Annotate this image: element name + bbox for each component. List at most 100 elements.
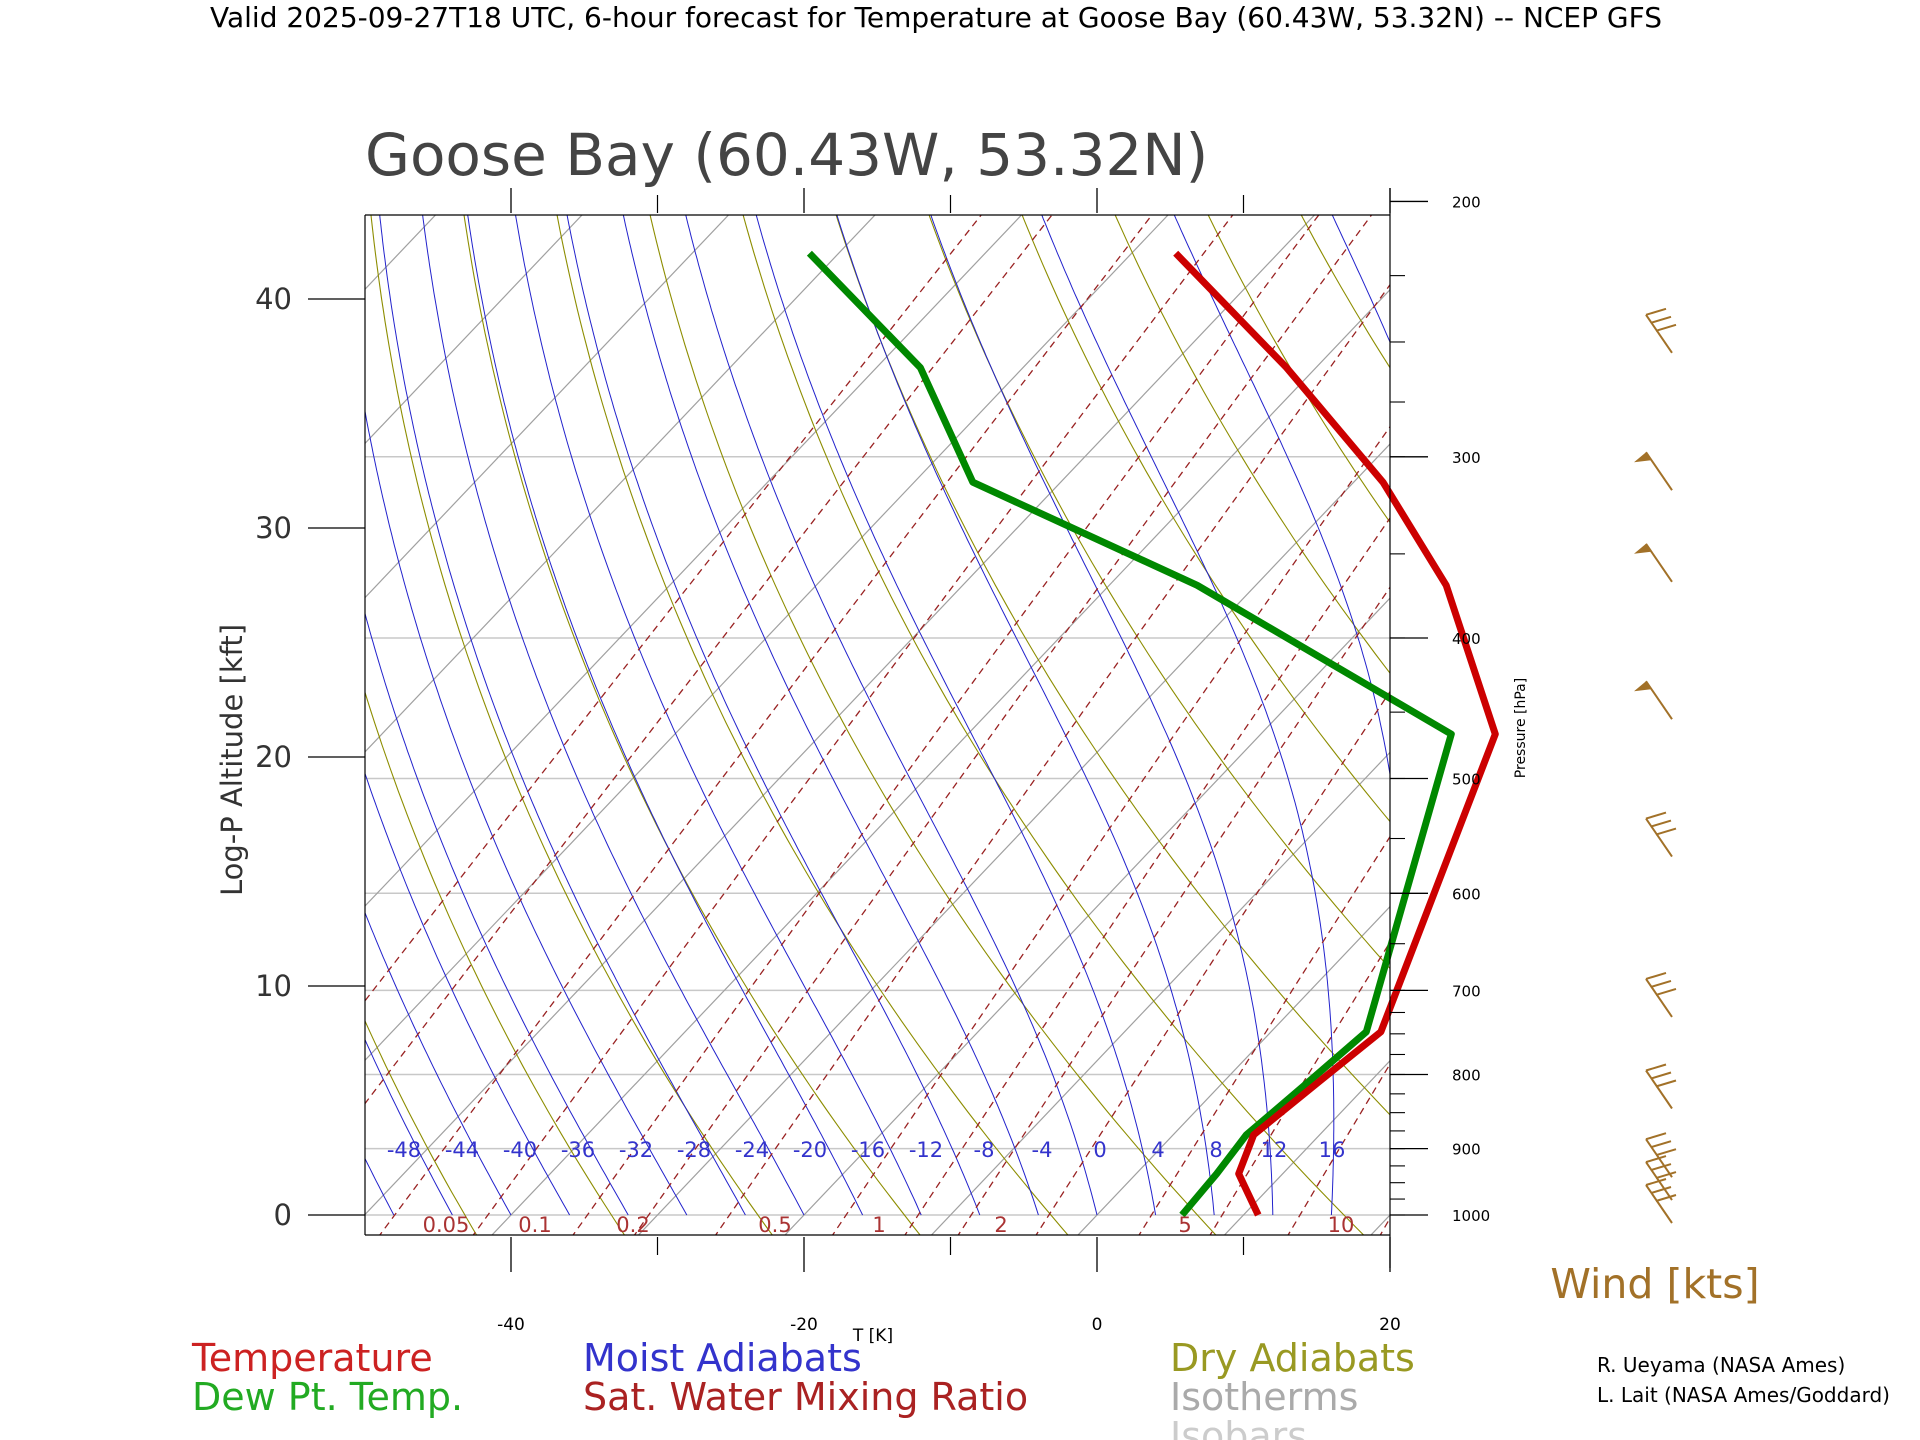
wind-barb	[1645, 1155, 1677, 1201]
x-tick-label: 20	[1379, 1315, 1401, 1335]
moist-adiabat	[422, 215, 805, 1216]
dry-adiabat	[0, 207, 182, 1238]
wind-barb-flag	[1650, 1071, 1672, 1080]
x-tick-label: -40	[497, 1315, 525, 1335]
moist-adiabat	[1683, 207, 1920, 1215]
dewpoint-profile	[806, 250, 1455, 1218]
wind-barb-staff	[1645, 1069, 1673, 1110]
moist-adiabat	[1566, 207, 1713, 1215]
wind-barb-flag	[1650, 315, 1672, 324]
moist-adiabat	[930, 215, 1274, 1216]
isotherm-label: -12	[909, 1138, 943, 1162]
mixing-ratio-label: 10	[1328, 1213, 1355, 1237]
y-tick-label: 0	[274, 1198, 292, 1232]
wind-barb	[1634, 543, 1673, 583]
dry-adiabat	[0, 207, 34, 1238]
mixing-ratio-label: 0.05	[423, 1213, 470, 1237]
isotherm-line	[0, 162, 193, 1261]
dry-adiabat	[370, 215, 773, 1235]
isotherm-label: -48	[387, 1138, 421, 1162]
wind-barb-staff	[1645, 1161, 1673, 1201]
isotherm-line	[1639, 162, 1920, 1261]
x-tick-label: -20	[790, 1315, 818, 1335]
legend-isobars: Isobars	[1170, 1414, 1307, 1440]
wind-barb-flag	[1645, 811, 1667, 820]
isotherm-label: 0	[1093, 1138, 1106, 1162]
wind-barb	[1645, 1063, 1677, 1110]
x-tick-label: 0	[1092, 1315, 1103, 1335]
dry-adiabat	[1668, 207, 1920, 1238]
mixing-ratio-line	[1616, 207, 1920, 1238]
profile-lines	[806, 250, 1499, 1218]
wind-barb-flag	[1650, 819, 1672, 828]
moist-adiabat	[755, 215, 1157, 1216]
isotherm-line	[491, 288, 1390, 1235]
isotherm-label: -44	[445, 1138, 479, 1162]
wind-barb-flag	[1645, 1132, 1667, 1141]
wind-barb-flag	[1655, 323, 1677, 332]
isotherm-line	[1493, 162, 1920, 1261]
wind-barb-flag	[1645, 1063, 1667, 1072]
dry-adiabat	[1761, 207, 1920, 1238]
moist-adiabat	[365, 1157, 395, 1216]
isotherm-label: -28	[677, 1138, 711, 1162]
mixing-ratio-line	[633, 215, 1373, 1235]
moist-adiabat	[1624, 207, 1860, 1215]
wind-barb-staff	[1645, 314, 1673, 354]
isotherm-line	[1370, 1214, 1390, 1235]
moist-adiabat	[836, 215, 1215, 1216]
credit-lait: L. Lait (NASA Ames/Goddard)	[1597, 1383, 1890, 1407]
legend: Temperature Dew Pt. Temp. Moist Adiabats…	[191, 1336, 1415, 1440]
wind-barb-flag	[1645, 1178, 1667, 1186]
wind-barb-staff	[1645, 1138, 1673, 1178]
pressure-tick-label: 800	[1452, 1066, 1481, 1084]
isotherm-line	[365, 215, 583, 445]
y-tick-label: 40	[255, 282, 292, 316]
mixing-ratio-label: 0.5	[758, 1213, 791, 1237]
dry-adiabat	[649, 215, 1217, 1235]
wind-barb-flag	[1655, 987, 1677, 996]
pressure-tick-label: 600	[1452, 885, 1481, 903]
isotherm-label: -40	[503, 1138, 537, 1162]
mixing-ratio-line	[831, 425, 1390, 1235]
dry-adiabat	[1483, 207, 1920, 1238]
wind-barb-flag	[1645, 971, 1667, 980]
mixing-ratio-line	[714, 283, 1390, 1235]
wind-barb	[1634, 451, 1673, 491]
isotherm-line	[365, 215, 730, 599]
wind-barb	[1634, 680, 1673, 720]
mixing-ratio-line	[1035, 690, 1390, 1235]
wind-barb	[1645, 1178, 1677, 1224]
wind-barbs	[1634, 307, 1677, 1224]
dry-adiabat	[365, 690, 626, 1235]
dry-adiabat	[1300, 215, 1390, 369]
legend-dewpoint: Dew Pt. Temp.	[192, 1375, 463, 1419]
isotherm-label: -20	[793, 1138, 827, 1162]
isotherm-label: 12	[1261, 1138, 1288, 1162]
moist-adiabat	[566, 215, 981, 1216]
isotherm-label: -4	[1032, 1138, 1053, 1162]
plot-background	[365, 215, 1390, 1235]
dry-adiabat	[1021, 215, 1390, 823]
temperature-profile	[1173, 250, 1499, 1217]
dry-adiabat	[463, 215, 921, 1235]
axes: -48 -44 -40 -36 -32 -28 -24 -20 -16 -12 -8 -4 0 4 8 12 1…	[255, 188, 1490, 1335]
dry-adiabat	[742, 215, 1365, 1235]
dry-adiabat	[1854, 207, 1920, 1238]
mixing-ratio-label: 1	[872, 1213, 885, 1237]
moist-adiabat	[365, 408, 688, 1216]
wind-barb-staff	[1645, 818, 1673, 858]
y-tick-label: 30	[255, 511, 292, 545]
dry-adiabat	[91, 207, 330, 1238]
isotherm-line	[0, 162, 47, 1261]
mixing-ratio-label: 0.2	[616, 1213, 649, 1237]
wind-barb-staff	[1645, 978, 1673, 1018]
wind-barb-flag	[1655, 1079, 1677, 1088]
wind-barb-flag	[1655, 1171, 1677, 1180]
pressure-tick-label: 700	[1452, 982, 1481, 1000]
isotherm-line	[0, 162, 340, 1261]
legend-dry-adiabats: Dry Adiabats	[1170, 1336, 1415, 1380]
wind-barb-flag	[1650, 1186, 1672, 1194]
dry-adiabat	[1575, 207, 1920, 1238]
credit-ueyama: R. Ueyama (NASA Ames)	[1597, 1353, 1845, 1377]
